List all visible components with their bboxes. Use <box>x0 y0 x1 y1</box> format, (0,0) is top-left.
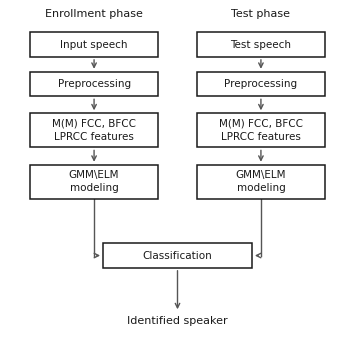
Bar <box>30 113 158 147</box>
Text: GMM\ELM
modeling: GMM\ELM modeling <box>69 170 119 193</box>
Text: Classification: Classification <box>143 250 212 261</box>
Text: Identified speaker: Identified speaker <box>127 316 228 326</box>
Bar <box>30 32 158 57</box>
Text: M(M) FCC, BFCC
LPRCC features: M(M) FCC, BFCC LPRCC features <box>52 119 136 142</box>
Text: Test phase: Test phase <box>231 9 290 19</box>
Bar <box>103 243 252 268</box>
Bar <box>197 32 325 57</box>
Text: Input speech: Input speech <box>60 39 128 50</box>
Text: M(M) FCC, BFCC
LPRCC features: M(M) FCC, BFCC LPRCC features <box>219 119 303 142</box>
Bar <box>197 165 325 199</box>
Text: Preprocessing: Preprocessing <box>58 79 131 89</box>
Bar <box>30 72 158 96</box>
Bar <box>30 165 158 199</box>
Text: Enrollment phase: Enrollment phase <box>45 9 143 19</box>
Text: GMM\ELM
modeling: GMM\ELM modeling <box>236 170 286 193</box>
Text: Test speech: Test speech <box>230 39 291 50</box>
Bar <box>197 72 325 96</box>
Bar <box>197 113 325 147</box>
Text: Preprocessing: Preprocessing <box>224 79 297 89</box>
